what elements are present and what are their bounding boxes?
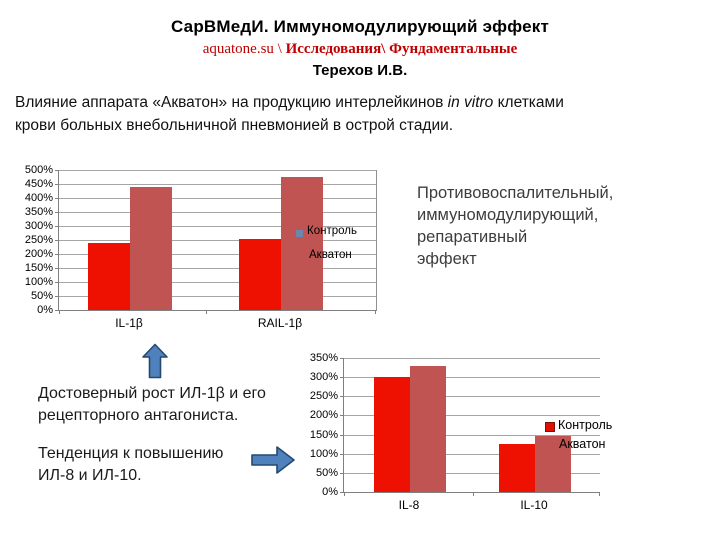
- bar-aquaton-il-1: [130, 187, 172, 310]
- y-axis-tick-label: 300%: [309, 371, 338, 383]
- gridline: [59, 240, 376, 241]
- y-axis-tick: [55, 184, 59, 185]
- x-axis-tick: [59, 310, 60, 314]
- x-axis-category-label: IL-1β: [115, 316, 143, 330]
- bar-aquaton-il-8: [410, 366, 446, 492]
- y-axis-tick: [340, 358, 344, 359]
- chart-il1b-rail1b: Контроль Акватон 500% 450% 400% 350% 300% 250…: [22, 163, 382, 335]
- y-axis-tick: [55, 198, 59, 199]
- y-axis-tick: [55, 296, 59, 297]
- gridline: [59, 254, 376, 255]
- plot-area: [340, 358, 600, 496]
- gridline: [59, 212, 376, 213]
- y-axis-tick: [340, 377, 344, 378]
- effects-note: Противовоспалительный, иммуномодулирующи…: [417, 184, 614, 268]
- gridline: [59, 184, 376, 185]
- y-axis-tick-label: 150%: [24, 262, 53, 274]
- y-axis-tick: [340, 396, 344, 397]
- bar-aquaton-rail-1: [281, 177, 323, 310]
- y-axis-tick: [340, 473, 344, 474]
- y-axis-tick-label: 400%: [24, 192, 53, 204]
- y-axis-tick: [55, 170, 59, 171]
- bar-aquaton-il-10: [535, 436, 571, 492]
- x-axis-tick: [599, 492, 600, 496]
- intro-text-start: Влияние аппарата «Акватон» на продукцию …: [15, 94, 448, 111]
- y-axis-tick-label: 100%: [309, 448, 338, 460]
- gridline: [344, 358, 600, 359]
- x-axis-category-label: RAIL-1β: [257, 316, 303, 330]
- bar-control-il-10: [499, 444, 535, 492]
- legend-label-kontrol: Контроль: [307, 225, 357, 237]
- y-axis-tick: [55, 268, 59, 269]
- x-axis-tick: [344, 492, 345, 496]
- y-axis-tick-label: 250%: [24, 234, 53, 246]
- y-axis-tick: [340, 415, 344, 416]
- y-axis-tick-label: 100%: [24, 276, 53, 288]
- gridline: [59, 296, 376, 297]
- x-axis-category-label: IL-10: [520, 498, 548, 512]
- legend-label-akvaton: Акватон: [309, 249, 352, 261]
- slide-header: СарВМедИ. Иммуномодулирующий эффект aqua…: [0, 17, 720, 79]
- y-axis-tick-label: 350%: [309, 352, 338, 364]
- slide-title: СарВМедИ. Иммуномодулирующий эффект: [171, 17, 549, 36]
- y-axis-tick-label: 200%: [309, 409, 338, 421]
- gridline: [344, 396, 600, 397]
- x-axis-tick: [375, 310, 376, 314]
- y-axis-tick-label: 50%: [315, 467, 338, 479]
- study-description: Влияние аппарата «Акватон» на продукцию …: [15, 91, 670, 137]
- bar-control-il-8: [374, 377, 410, 492]
- y-axis-tick-label: 500%: [24, 164, 53, 176]
- right-arrow-icon: [251, 446, 295, 474]
- y-axis-tick: [340, 454, 344, 455]
- y-axis-tick-label: 0%: [37, 304, 53, 316]
- y-axis-tick: [55, 282, 59, 283]
- legend-label-akvaton: Акватон: [559, 437, 606, 451]
- gridline: [344, 435, 600, 436]
- legend-marker-kontrol: [296, 230, 303, 237]
- chart-il8-il10: Контроль Акватон 350% 300% 250% 200% 150% 100…: [300, 352, 612, 517]
- y-axis-tick: [55, 226, 59, 227]
- gridline: [344, 377, 600, 378]
- y-axis-tick-label: 300%: [24, 220, 53, 232]
- y-axis-tick-label: 50%: [30, 290, 53, 302]
- intro-text-italic: in vitro: [447, 94, 494, 111]
- gridline: [59, 170, 376, 171]
- gridline: [344, 415, 600, 416]
- plot-area: [55, 170, 377, 314]
- y-axis-tick: [340, 492, 344, 493]
- y-axis-tick-label: 0%: [322, 486, 338, 498]
- y-axis-tick-label: 350%: [24, 206, 53, 218]
- x-axis-category-label: IL-8: [398, 498, 420, 512]
- y-axis-tick: [55, 240, 59, 241]
- y-axis-tick-label: 250%: [309, 390, 338, 402]
- breadcrumb: aquatone.su \ Исследования\ Фундаменталь…: [0, 41, 720, 58]
- breadcrumb-site: aquatone.su \: [202, 41, 286, 57]
- intro-text-end: клетками крови больных внебольничной пне…: [15, 94, 564, 134]
- y-axis-tick: [55, 212, 59, 213]
- gridline: [59, 268, 376, 269]
- y-axis-tick: [55, 254, 59, 255]
- legend-marker-kontrol: [545, 422, 555, 432]
- up-arrow-icon: [142, 343, 168, 379]
- y-axis-tick-label: 150%: [309, 429, 338, 441]
- bar-control-rail-1: [239, 239, 281, 310]
- y-axis-tick: [340, 435, 344, 436]
- author-name: Терехов И.В.: [312, 62, 408, 79]
- gridline: [344, 473, 600, 474]
- gridline: [344, 454, 600, 455]
- x-axis-tick: [206, 310, 207, 314]
- legend-label-kontrol: Контроль: [558, 418, 613, 432]
- gridline: [59, 282, 376, 283]
- gridline: [59, 198, 376, 199]
- bar-control-il-1: [88, 243, 130, 310]
- y-axis-tick: [55, 310, 59, 311]
- gridline: [59, 226, 376, 227]
- y-axis-tick-label: 200%: [24, 248, 53, 260]
- finding-il1b-growth: Достоверный рост ИЛ-1β и его рецепторног…: [38, 385, 266, 424]
- x-axis-tick: [473, 492, 474, 496]
- y-axis-tick-label: 450%: [24, 178, 53, 190]
- finding-il8-il10-trend: Тенденция к повышению ИЛ-8 и ИЛ-10.: [38, 445, 224, 484]
- breadcrumb-path: Исследования\ Фундаментальные: [285, 41, 518, 57]
